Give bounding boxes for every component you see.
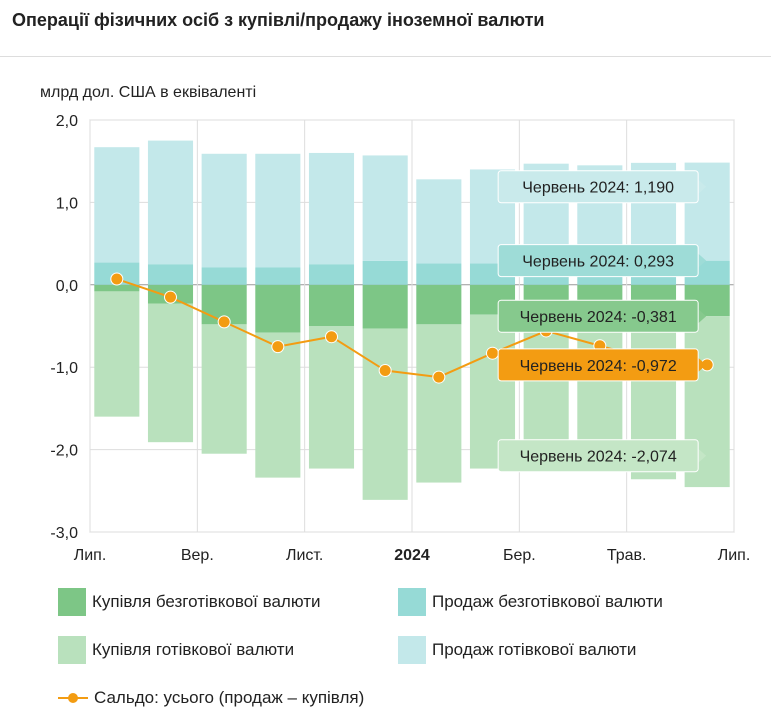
bar-series-1-point-4[interactable]	[308, 264, 355, 285]
x-tick-label: Трав.	[607, 547, 647, 564]
tooltip-pointer	[697, 356, 707, 373]
bar-series-3-point-2[interactable]	[201, 153, 247, 268]
bar-series-3-point-5[interactable]	[362, 155, 408, 261]
tooltip-box	[497, 244, 699, 278]
bar-series-0-point-0[interactable]	[94, 284, 140, 292]
tooltip-box	[497, 170, 699, 204]
x-tick-label: Бер.	[503, 547, 536, 564]
x-tick-label: Вер.	[181, 547, 214, 564]
legend-item-noncash-sell[interactable]: Продаж безготівкової валюти	[398, 588, 663, 616]
tooltip-text: Червень 2024: -0,381	[520, 309, 677, 326]
balance-point-2[interactable]	[217, 315, 231, 329]
y-axis-label: млрд дол. США в еквіваленті	[40, 84, 257, 101]
tooltip-0: Червень 2024: 1,190	[497, 170, 707, 204]
x-tick-label: Лип.	[718, 547, 751, 564]
bar-series-2-point-2[interactable]	[201, 324, 247, 454]
tooltip-text: Червень 2024: -2,074	[520, 449, 677, 466]
chart-plot: 2,0 1,0 0,0 -1,0 -2,0 -3,0 Лип. Вер. Лист. 2024 Бе…	[50, 113, 751, 564]
y-tick-label: -3,0	[50, 525, 78, 542]
balance-point-3[interactable]	[271, 340, 285, 354]
y-tick-label: 1,0	[56, 195, 78, 212]
bar-series-2-point-1[interactable]	[147, 303, 194, 443]
bar-series-3-point-6[interactable]	[416, 179, 462, 264]
tooltip-text: Червень 2024: 0,293	[522, 254, 674, 271]
bar-series-3-point-3[interactable]	[255, 153, 301, 268]
legend-label-noncash-buy: Купівля безготівкової валюти	[92, 592, 321, 611]
tooltip-4: Червень 2024: -2,074	[497, 439, 707, 473]
chart-title: Операції фізичних осіб з купівлі/продажу…	[12, 10, 545, 30]
legend-swatch-noncash-sell	[398, 588, 426, 616]
tooltip-1: Червень 2024: 0,293	[497, 244, 707, 278]
bar-series-0-point-3[interactable]	[255, 284, 301, 333]
balance-point-4[interactable]	[325, 330, 338, 344]
bar-series-0-point-6[interactable]	[416, 284, 462, 325]
x-tick-label: 2024	[394, 547, 430, 564]
x-tick-label: Лип.	[74, 547, 107, 564]
balance-point-6[interactable]	[432, 370, 446, 384]
bar-series-3-point-1[interactable]	[147, 140, 194, 265]
legend-item-balance[interactable]: Сальдо: усього (продаж – купівля)	[58, 684, 364, 712]
y-tick-label: -1,0	[50, 360, 78, 377]
legend-label-cash-buy: Купівля готівкової валюти	[92, 640, 295, 659]
tooltip-box	[497, 348, 699, 382]
y-tick-label: 2,0	[56, 113, 78, 130]
bar-series-2-point-3[interactable]	[255, 332, 301, 478]
tooltip-pointer	[697, 252, 707, 269]
bar-series-1-point-6[interactable]	[416, 263, 462, 285]
bar-series-2-point-0[interactable]	[94, 291, 140, 417]
tooltip-pointer	[697, 308, 707, 325]
tooltip-text: Червень 2024: -0,972	[520, 358, 677, 375]
x-tick-label: Лист.	[286, 547, 323, 564]
title-divider	[0, 56, 771, 57]
bar-series-0-point-4[interactable]	[308, 284, 355, 326]
tooltip-3: Червень 2024: -0,972	[497, 348, 707, 382]
legend-label-noncash-sell: Продаж безготівкової валюти	[432, 592, 663, 611]
bar-series-1-point-5[interactable]	[362, 260, 408, 285]
y-tick-label: 0,0	[56, 278, 78, 295]
bar-series-1-point-1[interactable]	[147, 264, 194, 285]
tooltip-pointer	[697, 178, 707, 195]
bar-series-0-point-5[interactable]	[362, 284, 408, 329]
tooltip-text: Червень 2024: 1,190	[522, 180, 674, 197]
tooltip-2: Червень 2024: -0,381	[497, 299, 707, 333]
balance-point-5[interactable]	[378, 363, 392, 377]
bar-series-3-point-4[interactable]	[308, 152, 355, 265]
legend-item-cash-buy[interactable]: Купівля готівкової валюти	[58, 636, 294, 664]
bar-series-2-point-6[interactable]	[416, 324, 462, 483]
legend-swatch-cash-buy	[58, 636, 86, 664]
legend-label-cash-sell: Продаж готівкової валюти	[432, 640, 637, 659]
legend-label-balance: Сальдо: усього (продаж – купівля)	[94, 688, 365, 707]
bar-series-2-point-5[interactable]	[362, 328, 408, 500]
legend-item-cash-sell[interactable]: Продаж готівкової валюти	[398, 636, 636, 664]
bar-series-1-point-2[interactable]	[201, 267, 247, 285]
balance-point-7[interactable]	[486, 346, 499, 360]
legend-swatch-cash-sell	[398, 636, 426, 664]
y-tick-label: -2,0	[50, 443, 78, 460]
tooltip-box	[497, 439, 699, 473]
legend-swatch-noncash-buy	[58, 588, 86, 616]
balance-point-0[interactable]	[110, 272, 124, 286]
bar-series-2-point-4[interactable]	[308, 326, 355, 469]
tooltip-pointer	[697, 447, 707, 464]
bar-series-1-point-3[interactable]	[255, 267, 301, 285]
balance-point-1[interactable]	[164, 290, 177, 304]
legend-item-noncash-buy[interactable]: Купівля безготівкової валюти	[58, 588, 321, 616]
tooltip-box	[497, 299, 699, 333]
bar-series-3-point-0[interactable]	[94, 147, 140, 263]
legend-line-balance	[58, 688, 88, 708]
